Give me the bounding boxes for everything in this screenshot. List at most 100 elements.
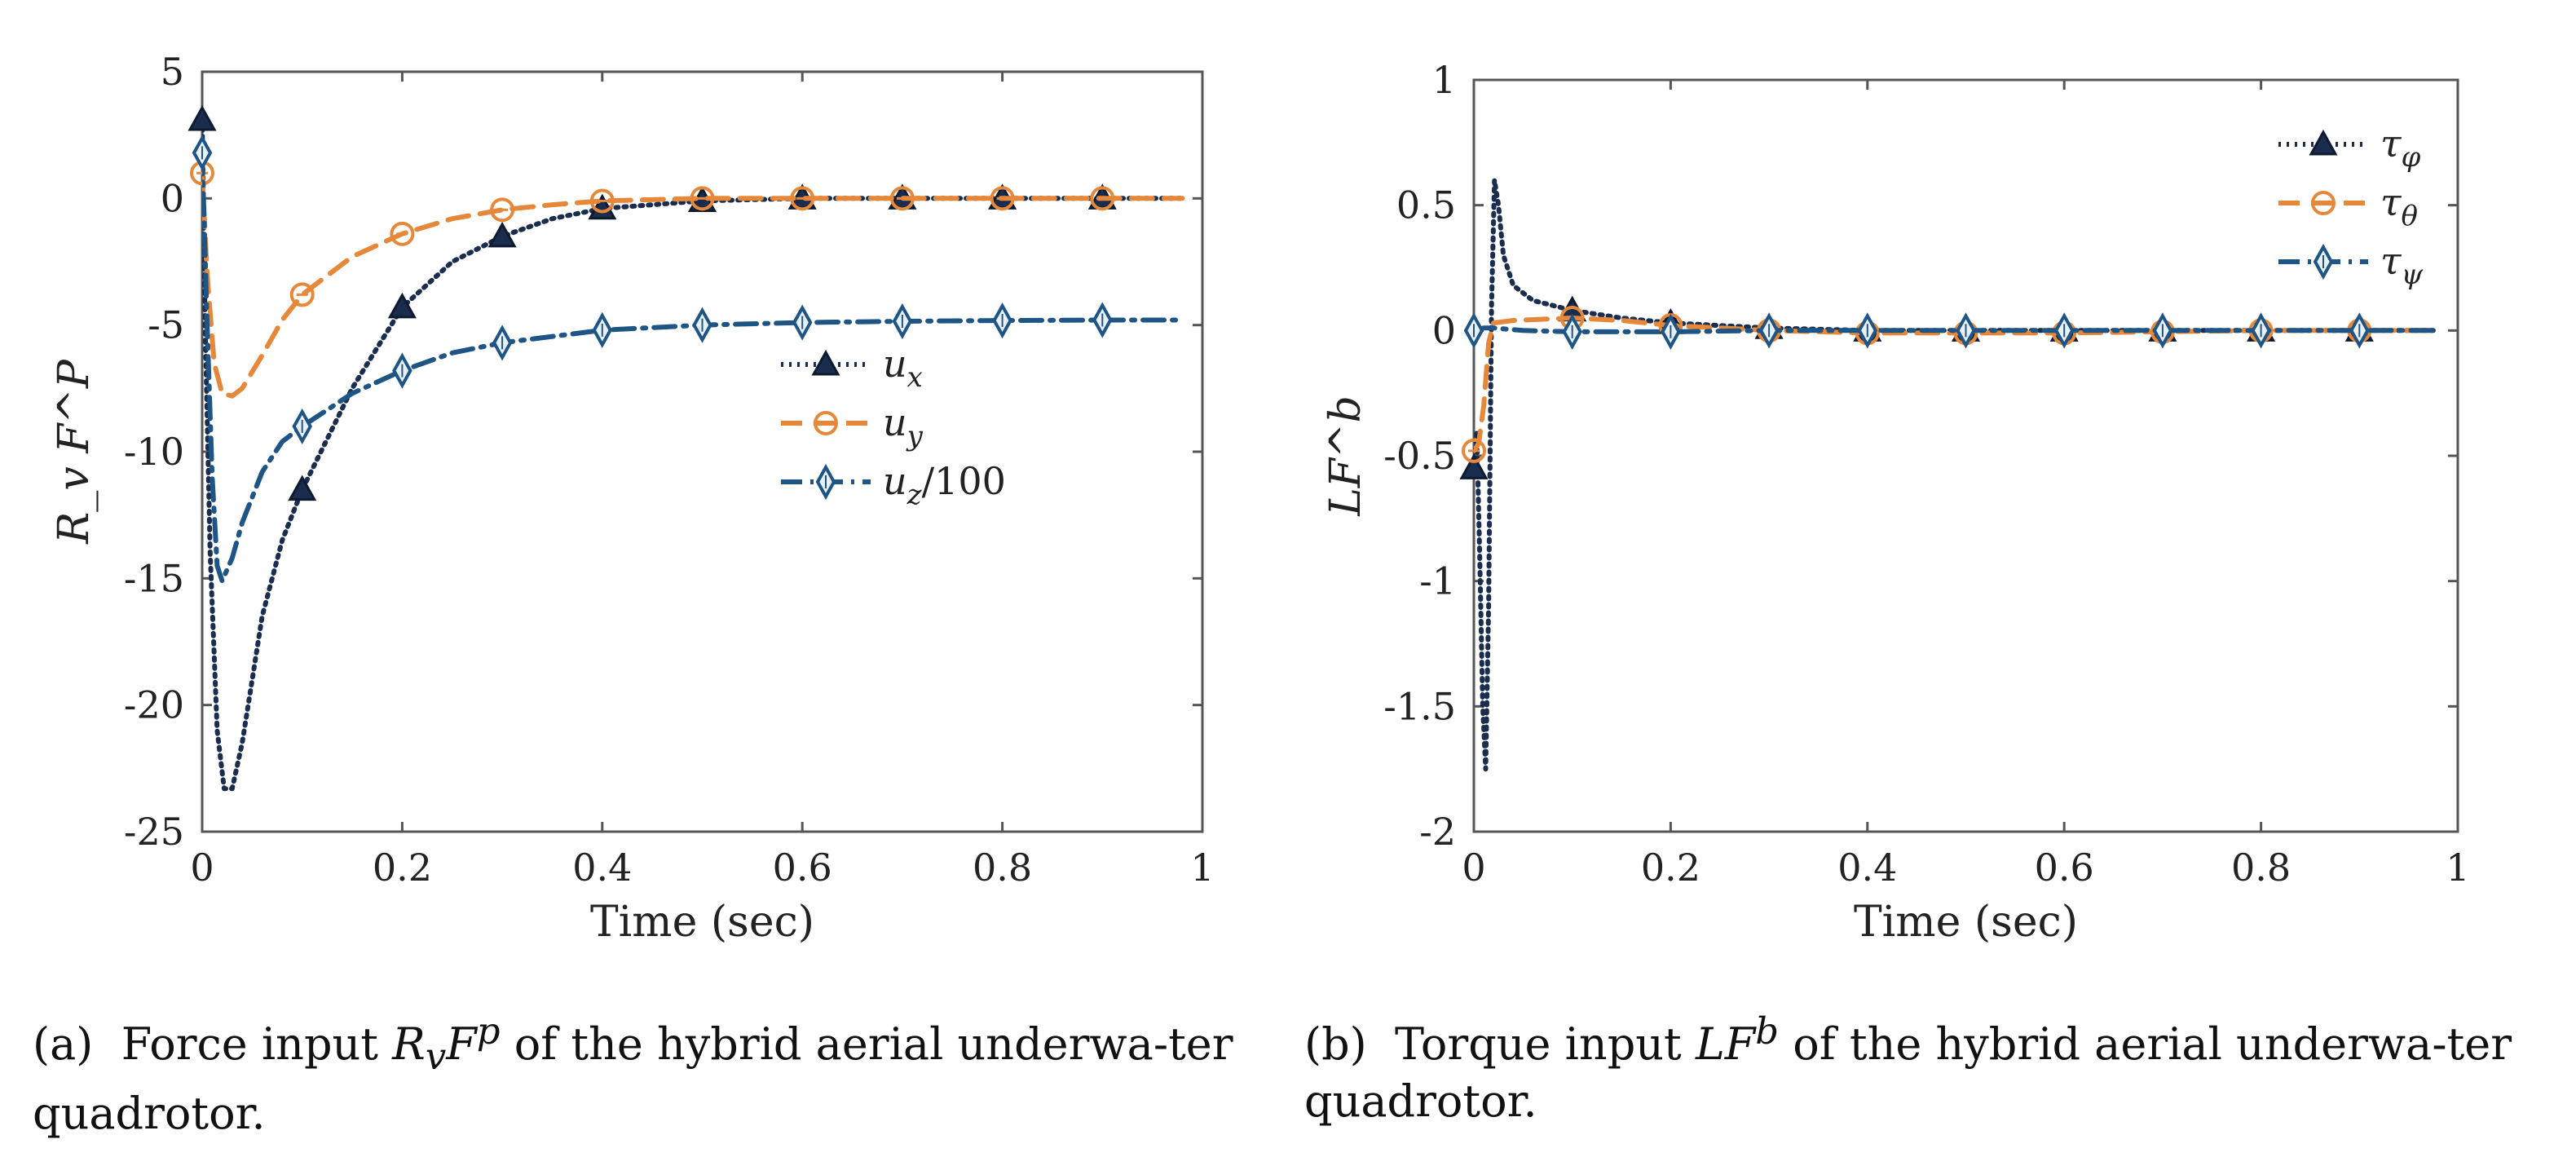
caption-a-sup: p — [476, 1009, 501, 1053]
chart-b-legend-sub-tau_phi: φ — [2401, 141, 2420, 174]
chart-a-legend-marker-u_z/100 — [815, 463, 836, 501]
chart-a-series-u_z/100 — [202, 150, 1185, 584]
chart-a-xtick-label: 0.2 — [373, 846, 432, 890]
chart-b-xtick-label: 0 — [1462, 846, 1485, 890]
chart-a-xtick-label: 0.4 — [572, 846, 632, 890]
chart-a-point-u_y-ring — [589, 188, 615, 214]
chart-a-point-u_z/100 — [192, 135, 213, 171]
chart-a-point-u_z/100 — [692, 307, 712, 343]
chart-b-point-tau_theta — [1462, 438, 1486, 463]
chart-b-legend-sub-tau_theta: θ — [2401, 200, 2417, 232]
chart-b-legend-label-tau_phi: τφ — [2380, 121, 2420, 174]
chart-a-legend-marker-u_y — [814, 411, 838, 435]
chart-a-point-u_z/100 — [392, 352, 412, 389]
chart-a-xtick-label: 1 — [1190, 846, 1214, 890]
chart-b-xtick-label: 0.8 — [2231, 846, 2291, 890]
chart-a-point-u_y-ring — [490, 197, 515, 223]
chart-b-point-tau_psi — [1758, 312, 1780, 349]
chart-b-legend-marker-tau_phi — [2309, 129, 2338, 156]
chart-b-point-tau_psi — [1562, 313, 1582, 350]
chart-a-legend-sub-u_x: x — [907, 361, 923, 394]
chart-a-xtick-label: 0.8 — [973, 846, 1032, 890]
chart-a-ytick-label: 5 — [161, 50, 184, 94]
caption-a-pre: Force input — [121, 1018, 393, 1070]
chart-b-ytick-label: 0 — [1432, 308, 1456, 352]
chart-torque-input: 0 0.2 0.4 0.6 0.8 1 1 0.5 0 -0.5 -1 -1.5 -2 Time (sec… — [1321, 58, 2470, 947]
chart-b-ytick-label: 0.5 — [1396, 183, 1456, 227]
chart-a-legend-sub-u_z/100: z — [906, 479, 923, 511]
chart-a-markers-u_z/100 — [192, 135, 1113, 445]
chart-b-xtick-label: 0.2 — [1641, 846, 1700, 890]
chart-b-ylabel: LF^b — [1321, 395, 1370, 516]
chart-b-xlabel: Time (sec) — [1854, 898, 2078, 947]
chart-b-markers-tau_psi — [1463, 312, 2370, 350]
chart-a-point-u_x — [588, 193, 617, 220]
chart-a-point-u_y — [1090, 186, 1115, 211]
chart-b-point-tau_psi — [2152, 312, 2173, 349]
chart-a-point-u_z/100 — [1092, 302, 1113, 338]
chart-b-ytick-label: -1.5 — [1383, 684, 1456, 728]
caption-a-math2: F — [446, 1018, 477, 1070]
chart-b-xtick-label: 0.4 — [1837, 846, 1897, 890]
caption-a-sub: v — [425, 1034, 447, 1078]
chart-a-point-u_y — [790, 186, 815, 211]
caption-b: (b) Torque input LFb of the hybrid aeria… — [1304, 1003, 2552, 1130]
chart-b-xtick-label: 0.6 — [2035, 846, 2094, 890]
chart-b-ytick-label: -1 — [1419, 559, 1456, 603]
caption-a-math: R — [392, 1018, 426, 1070]
chart-a-point-u_y-ring — [790, 186, 815, 211]
chart-b-point-tau_psi — [1956, 312, 1976, 349]
chart-a-point-u_z/100 — [492, 325, 513, 361]
chart-a-plot-frame — [201, 70, 1204, 833]
caption-b-sup: b — [1755, 1009, 1780, 1053]
chart-b-ytick-label: -0.5 — [1383, 434, 1456, 478]
chart-b-series-tau_psi — [1474, 325, 2441, 334]
chart-a-point-u_y-ring — [1090, 186, 1115, 211]
chart-a-point-u_y — [589, 188, 615, 214]
chart-a-ytick-label: -15 — [124, 556, 184, 600]
chart-a-legend-suffix-u_z/100: /100 — [922, 459, 1006, 503]
chart-a-point-u_y — [490, 197, 515, 223]
chart-b-ytick-label: 1 — [1432, 58, 1456, 102]
chart-b-point-tau_psi — [1661, 313, 1681, 350]
chart-a-ytick-label: -20 — [124, 683, 184, 727]
chart-b-legend-marker-tau_theta-ring — [2311, 191, 2336, 215]
chart-b-point-tau_psi — [2251, 312, 2271, 349]
chart-a-point-u_x — [487, 221, 517, 248]
chart-b-plot-frame — [1472, 78, 2459, 833]
chart-b-point-tau_psi — [2053, 312, 2075, 349]
caption-a-label: (a) — [33, 1018, 94, 1070]
chart-b-ytick-label: -2 — [1419, 810, 1456, 854]
caption-b-label: (b) — [1304, 1018, 1367, 1070]
chart-b-xtick-label: 1 — [2446, 846, 2469, 890]
caption-a: (a) Force input RvFp of the hybrid aeria… — [33, 1003, 1255, 1142]
chart-b-point-tau_psi — [1857, 312, 1878, 349]
chart-a-markers-u_y — [190, 161, 1115, 307]
chart-a-legend-marker-u_x — [811, 349, 840, 376]
chart-a-ytick-label: -10 — [124, 430, 184, 474]
chart-a-xlabel: Time (sec) — [590, 898, 814, 947]
caption-a-post: of the hybrid aerial underwa-ter quadrot… — [33, 1018, 1233, 1139]
chart-a-point-u_z/100 — [292, 408, 312, 445]
chart-a-point-u_x — [387, 292, 417, 319]
chart-b-point-tau_phi — [1459, 453, 1489, 479]
chart-a-point-u_y — [390, 221, 415, 246]
chart-a-ytick-label: -5 — [148, 303, 184, 347]
chart-a-point-u_y-ring — [990, 186, 1015, 211]
caption-b-pre: Torque input — [1395, 1018, 1696, 1070]
caption-b-post: of the hybrid aerial underwa-ter quadrot… — [1304, 1018, 2512, 1127]
chart-a-point-u_z/100 — [792, 304, 813, 341]
chart-a-point-u_z/100 — [892, 302, 913, 340]
chart-b-point-tau_psi — [2349, 312, 2370, 349]
chart-b-legend-marker-tau_theta — [2311, 191, 2336, 215]
chart-a-point-u_y — [690, 186, 715, 211]
chart-a-point-u_y-ring — [289, 282, 315, 307]
chart-b-point-tau_psi — [1463, 312, 1484, 349]
chart-a-legend-u_z/100: uz/100 — [781, 459, 1006, 511]
chart-b-point-tau_theta-ring — [1462, 438, 1486, 463]
chart-a-xtick-label: 0 — [190, 846, 214, 890]
chart-a-point-u_x — [187, 104, 217, 131]
chart-a-point-u_z/100 — [592, 311, 613, 348]
chart-force-input: 0 0.2 0.4 0.6 0.8 1 5 0 -5 -10 -15 -20 -25 Time (sec)… — [50, 50, 1215, 947]
